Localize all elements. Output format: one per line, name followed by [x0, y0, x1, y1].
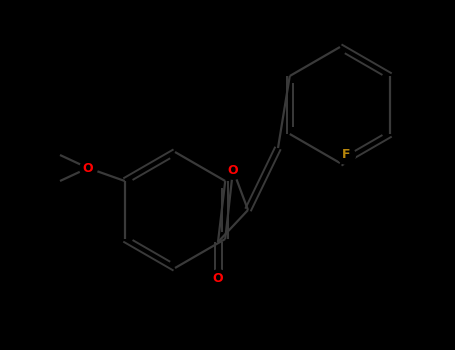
Text: F: F: [342, 148, 350, 161]
Text: O: O: [228, 163, 238, 176]
Text: O: O: [83, 161, 93, 175]
Text: O: O: [212, 272, 223, 285]
